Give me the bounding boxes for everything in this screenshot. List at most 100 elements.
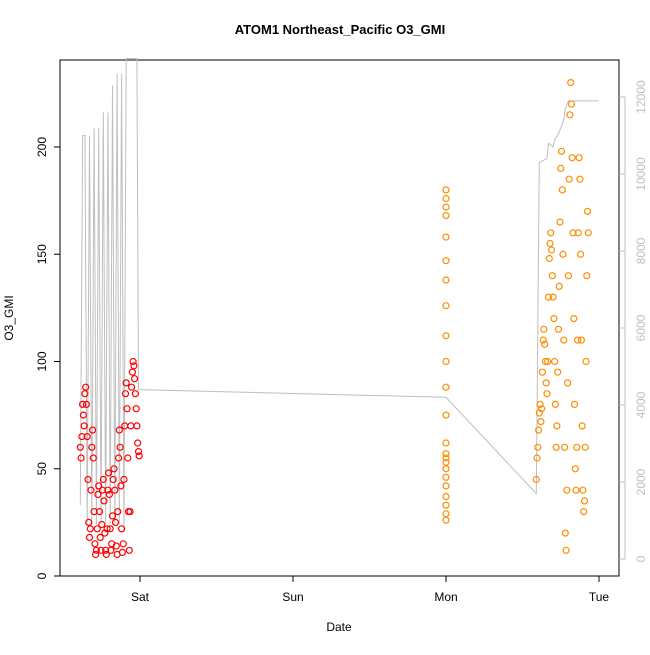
data-point xyxy=(532,475,540,484)
y-tick-label: 0 xyxy=(35,572,49,579)
data-point xyxy=(78,400,87,408)
data-point xyxy=(581,443,589,451)
data-point xyxy=(77,454,85,462)
data-point xyxy=(116,443,124,451)
y2-tick-label: 4000 xyxy=(634,391,648,418)
data-point xyxy=(571,465,579,473)
data-point xyxy=(88,443,96,451)
data-point xyxy=(573,336,582,344)
data-point xyxy=(108,512,117,520)
data-point xyxy=(544,293,553,301)
data-point xyxy=(547,246,556,254)
data-point xyxy=(556,218,564,226)
data-point xyxy=(555,282,563,290)
data-point xyxy=(442,501,450,509)
data-point xyxy=(120,475,128,484)
data-point xyxy=(94,490,102,499)
data-point xyxy=(117,525,126,533)
data-point xyxy=(541,357,550,366)
data-point xyxy=(115,426,123,434)
x-axis-label: Date xyxy=(326,620,352,634)
x-tick-label: Tue xyxy=(589,590,610,604)
data-point xyxy=(545,254,553,263)
data-point xyxy=(111,486,119,494)
data-point xyxy=(553,422,561,430)
data-point xyxy=(554,368,562,376)
data-point xyxy=(549,293,557,301)
data-point xyxy=(442,411,450,419)
data-point xyxy=(98,520,106,529)
y-tick-label: 50 xyxy=(35,462,49,476)
data-point xyxy=(442,465,450,473)
data-point xyxy=(442,473,450,481)
y2-tick-label: 10000 xyxy=(634,157,648,191)
data-point xyxy=(89,454,97,462)
data-point xyxy=(105,490,114,499)
chart-title: ATOM1 Northeast_Pacific O3_GMI xyxy=(235,22,445,37)
y2-tick-label: 8000 xyxy=(634,237,648,264)
data-point xyxy=(121,390,130,398)
data-point xyxy=(442,186,450,194)
data-point xyxy=(539,336,547,344)
data-point xyxy=(582,357,590,366)
y-tick-label: 150 xyxy=(35,244,49,264)
data-point xyxy=(442,454,450,462)
data-point xyxy=(125,546,133,554)
data-point xyxy=(135,452,143,460)
data-point xyxy=(565,175,573,183)
data-point xyxy=(91,540,99,548)
data-point xyxy=(583,272,591,280)
data-point xyxy=(537,418,545,426)
data-point xyxy=(91,550,100,559)
data-point xyxy=(128,383,136,391)
data-point xyxy=(130,362,138,370)
data-point xyxy=(442,516,450,524)
data-point xyxy=(557,164,565,172)
data-point xyxy=(95,482,103,490)
data-point xyxy=(85,533,94,542)
data-point xyxy=(572,486,580,494)
data-point xyxy=(119,540,127,548)
data-point xyxy=(576,175,584,183)
x-tick-label: Mon xyxy=(434,590,457,604)
data-point xyxy=(567,78,575,87)
data-point xyxy=(82,383,90,391)
data-point xyxy=(82,400,91,408)
data-point xyxy=(442,233,450,241)
data-point xyxy=(112,542,120,550)
data-point xyxy=(583,207,592,215)
data-point xyxy=(547,229,555,237)
data-point xyxy=(557,147,566,155)
data-point xyxy=(133,422,141,430)
data-point xyxy=(546,239,554,248)
data-point xyxy=(92,546,101,554)
altitude-series xyxy=(79,58,599,533)
data-point xyxy=(550,315,558,323)
data-point xyxy=(570,315,578,323)
y2-axis: 0 2000 4000 6000 8000 10000 12000 xyxy=(619,80,648,562)
data-point xyxy=(111,518,120,527)
y-tick-label: 100 xyxy=(35,351,49,371)
data-point xyxy=(100,497,108,505)
data-point xyxy=(442,383,450,391)
data-point xyxy=(114,454,123,462)
data-point xyxy=(534,443,542,451)
data-point xyxy=(99,475,107,484)
data-point xyxy=(442,302,450,310)
data-point xyxy=(442,194,450,203)
data-point xyxy=(578,422,586,430)
data-point xyxy=(114,508,122,516)
data-point xyxy=(538,368,547,376)
data-point xyxy=(86,525,94,533)
data-point xyxy=(550,357,559,366)
data-point xyxy=(536,400,544,408)
data-point xyxy=(84,475,92,484)
data-point xyxy=(561,529,569,537)
data-point xyxy=(88,426,97,434)
data-point xyxy=(544,357,552,366)
data-point xyxy=(540,325,548,333)
data-point xyxy=(442,357,450,366)
data-point xyxy=(580,508,588,516)
ozone-points xyxy=(76,78,592,559)
